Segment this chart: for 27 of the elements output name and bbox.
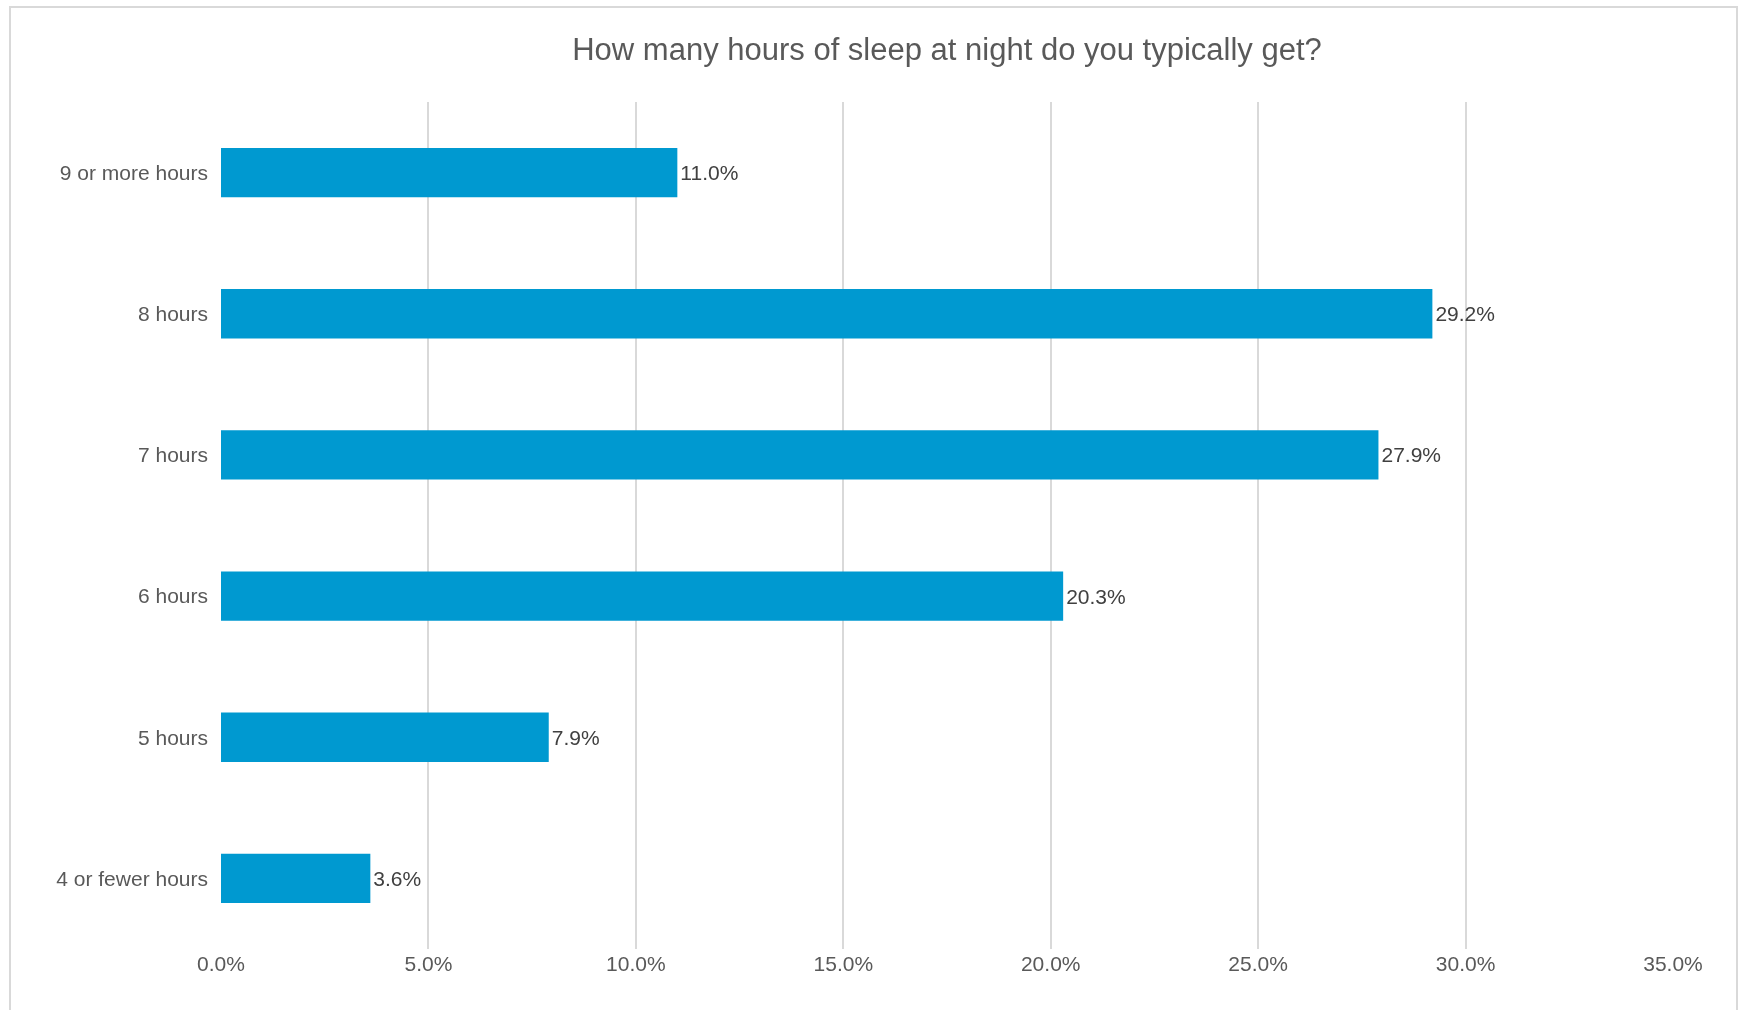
data-label: 3.6%: [373, 866, 422, 890]
bar: [221, 571, 1064, 621]
x-tick-label: 20.0%: [1020, 952, 1081, 975]
x-tick-label: 15.0%: [813, 952, 874, 975]
bar: [221, 147, 678, 198]
bar: [221, 712, 549, 762]
chart-title: How many hours of sleep at night do you typically get?: [572, 31, 1322, 67]
data-label: 7.9%: [551, 725, 600, 749]
y-tick-label: 7 hours: [137, 443, 208, 467]
data-label: 20.3%: [1066, 584, 1126, 608]
data-label: 27.9%: [1381, 443, 1441, 467]
bar: [221, 853, 371, 904]
data-label: 11.0%: [680, 161, 739, 185]
data-label: 29.2%: [1435, 302, 1495, 326]
y-tick-label: 5 hours: [137, 725, 208, 749]
y-tick-label: 9 or more hours: [59, 160, 208, 184]
x-tick-label: 30.0%: [1435, 952, 1496, 975]
x-tick-label: 25.0%: [1228, 952, 1288, 975]
y-tick-label: 6 hours: [137, 584, 208, 608]
bar: [221, 430, 1379, 480]
bar: [221, 289, 1433, 339]
x-tick-label: 0.0%: [197, 952, 245, 975]
x-tick-label: 5.0%: [404, 952, 453, 975]
x-tick-label: 10.0%: [606, 952, 666, 975]
y-tick-label: 4 or fewer hours: [56, 866, 208, 890]
x-tick-label: 35.0%: [1643, 952, 1703, 975]
y-tick-label: 8 hours: [137, 302, 208, 326]
